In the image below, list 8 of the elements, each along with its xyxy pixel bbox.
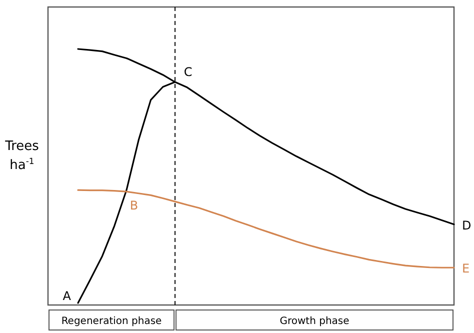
annotation: B <box>130 198 138 213</box>
annotation: C <box>184 65 192 80</box>
series-label: E <box>462 262 470 276</box>
series-label: A <box>62 288 72 303</box>
text: Regeneration phase <box>61 316 162 327</box>
series-label: D <box>462 218 472 232</box>
text: Growth phase <box>280 316 350 327</box>
y-axis-title: Trees ha$^{-1}$ <box>4 139 40 173</box>
